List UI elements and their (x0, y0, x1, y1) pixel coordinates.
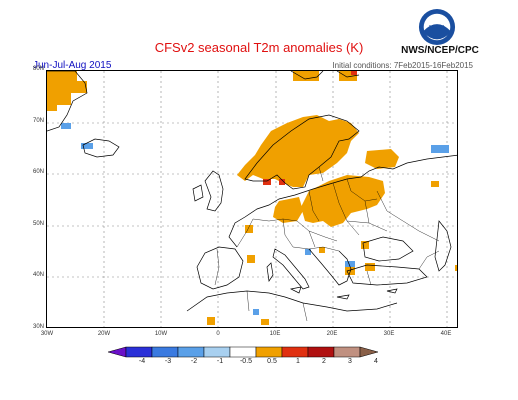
colorbar-tick: -0.5 (239, 358, 253, 365)
lon-label: 30W (40, 331, 54, 337)
anomaly-map (46, 70, 458, 328)
colorbar-segment (359, 346, 379, 358)
colorbar-tick: -3 (164, 358, 172, 365)
colorbar-tick: 3 (348, 358, 352, 365)
colorbar-tick: -4 (138, 358, 146, 365)
colorbar-segment (177, 346, 205, 358)
lat-label: 40N (33, 272, 45, 278)
lon-label: 0 (216, 331, 220, 337)
country-borders (214, 166, 440, 322)
warm-anomaly-patches (47, 71, 457, 325)
lon-label: 20E (326, 331, 338, 337)
lon-label: 10W (154, 331, 168, 337)
coastlines (47, 71, 457, 312)
colorbar-segment (229, 346, 257, 358)
hot-anomaly-patches (263, 71, 357, 185)
lon-label: 30E (383, 331, 395, 337)
colorbar-segment (151, 346, 179, 358)
colorbar-segment (203, 346, 231, 358)
lat-label: 50N (33, 221, 45, 227)
colorbar-segment (307, 346, 335, 358)
lat-label: 70N (33, 118, 45, 124)
colorbar-segment (125, 346, 153, 358)
lon-label: 40E (440, 331, 452, 337)
lon-label: 10E (269, 331, 281, 337)
colorbar-tick: -2 (190, 358, 198, 365)
map-title: CFSv2 seasonal T2m anomalies (K) (154, 40, 364, 55)
colorbar-tick: 2 (322, 358, 326, 365)
colorbar (108, 346, 379, 358)
colorbar-tick: 1 (296, 358, 300, 365)
lon-label: 20W (97, 331, 111, 337)
lat-label: 80N (33, 66, 45, 72)
logo-text: NOAA (429, 25, 445, 31)
initial-conditions-label: Initial conditions: 7Feb2015-16Feb2015 (332, 61, 473, 70)
map-canvas (47, 71, 457, 327)
season-label: Jun-Jul-Aug 2015 (33, 60, 112, 71)
colorbar-segment (108, 346, 127, 358)
colorbar-segment (281, 346, 309, 358)
lat-label: 60N (33, 169, 45, 175)
colorbar-segment (333, 346, 361, 358)
agency-label: NWS/NCEP/CPC (401, 45, 479, 56)
colorbar-tick: 4 (374, 358, 378, 365)
colorbar-tick: 0.5 (267, 358, 277, 365)
colorbar-segment (255, 346, 283, 358)
colorbar-tick: -1 (216, 358, 224, 365)
cool-anomaly-patches (61, 123, 449, 315)
lat-label: 30N (33, 324, 45, 330)
noaa-logo-icon: NOAA (418, 8, 456, 46)
